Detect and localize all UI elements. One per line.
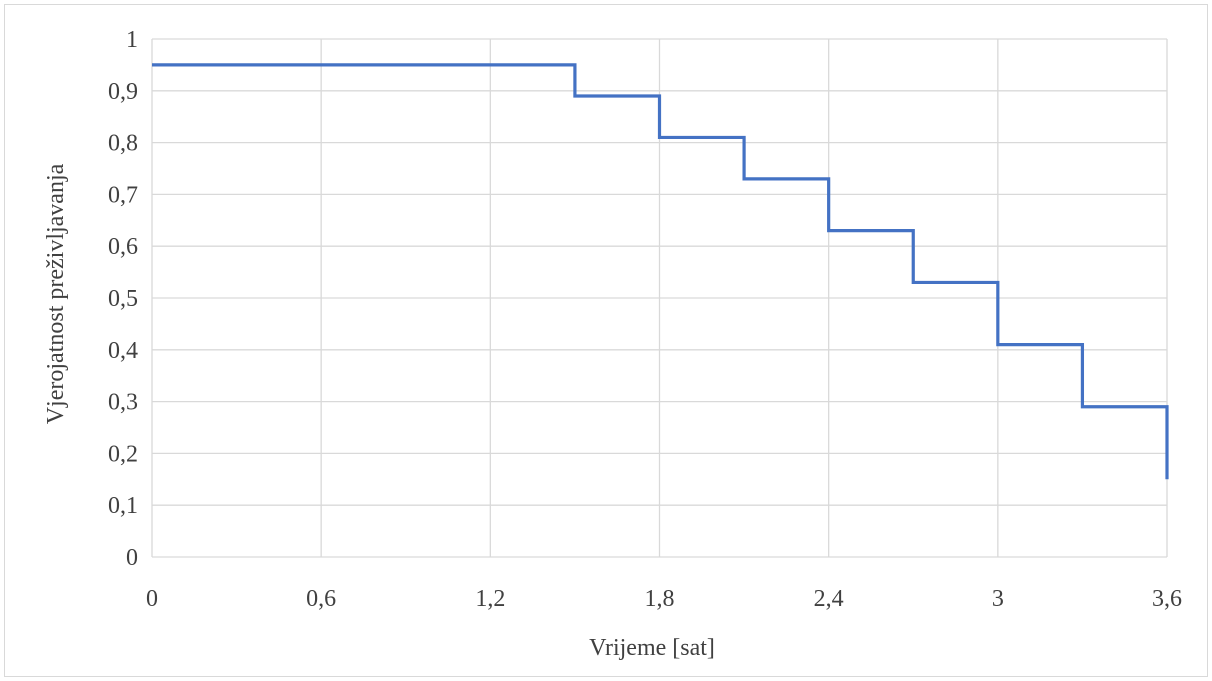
y-tick-label: 0,1 [108, 493, 138, 519]
y-axis-tick-labels: 0 0,1 0,2 0,3 0,4 0,5 0,6 0,7 0,8 0,9 1 [108, 27, 138, 571]
y-tick-label: 0,2 [108, 441, 138, 467]
x-tick-label: 1,8 [645, 586, 675, 612]
y-tick-label: 0,8 [108, 131, 138, 157]
chart-frame [4, 4, 1208, 677]
y-tick-label: 1 [126, 27, 138, 53]
y-tick-label: 0 [126, 545, 138, 571]
y-tick-label: 0,6 [108, 234, 138, 260]
x-tick-label: 0,6 [306, 586, 336, 612]
y-tick-label: 0,5 [108, 286, 138, 312]
y-tick-label: 0,3 [108, 390, 138, 416]
survival-step-line [152, 63, 1169, 480]
y-tick-label: 0,4 [108, 338, 138, 364]
y-tick-label: 0,7 [108, 182, 138, 208]
x-tick-label: 0 [146, 586, 158, 612]
y-axis-label: Vjerojatnost preživljavanja [43, 163, 69, 424]
x-tick-label: 2,4 [814, 586, 844, 612]
x-tick-label: 1,2 [475, 586, 505, 612]
y-tick-label: 0,9 [108, 79, 138, 105]
x-tick-label: 3,6 [1152, 586, 1182, 612]
x-axis-label: Vrijeme [sat] [589, 635, 715, 661]
x-axis-tick-labels: 0 0,6 1,2 1,8 2,4 3 3,6 [146, 586, 1182, 612]
x-tick-label: 3 [992, 586, 1004, 612]
series-group [152, 63, 1169, 480]
